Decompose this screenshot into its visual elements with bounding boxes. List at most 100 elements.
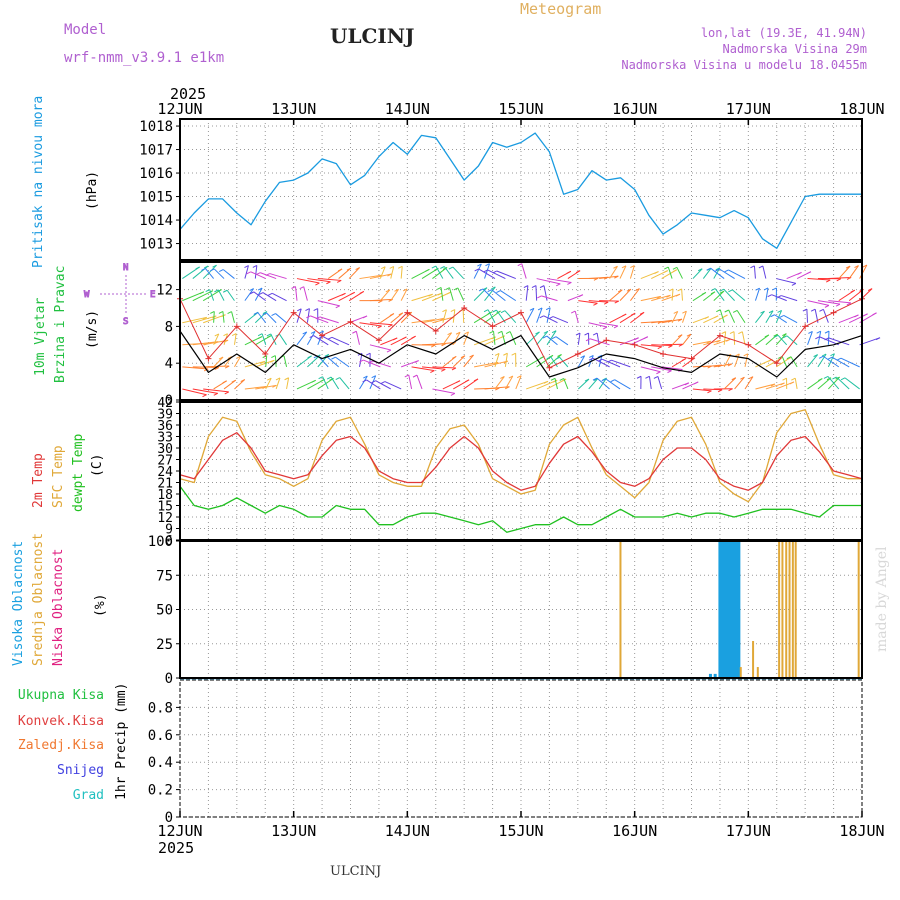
wind-arrow-head (721, 331, 726, 335)
wind-arrow-head (767, 294, 772, 298)
wind-arrow (734, 353, 740, 368)
wind-arrow-head (445, 287, 450, 291)
wind-arrow-head (639, 311, 645, 315)
wind-gust-point (546, 364, 553, 371)
footer-station: ULCINJ (330, 864, 381, 879)
wind-arrow (577, 378, 590, 390)
x-tick-label-bottom: 15JUN (498, 822, 543, 840)
wind-arrow-head (335, 305, 340, 309)
wind-arrow-head (223, 333, 228, 337)
wind-gust-point (830, 309, 837, 316)
wind-arrow (355, 331, 360, 345)
wind-arrow-head (284, 377, 289, 381)
wind-arrow (261, 333, 267, 345)
wind-arrow-head (836, 357, 842, 361)
compass-s: S (123, 317, 128, 327)
wind-arrow-head (618, 289, 623, 293)
wind-arrow-head (666, 294, 671, 298)
mid-cloud-bar (752, 641, 755, 678)
high-cloud-bar (733, 541, 737, 678)
wind-arrow-head (630, 312, 636, 316)
dewpt-temp-line (179, 485, 862, 533)
wind-arrow (192, 315, 217, 324)
wind-arrow-head (246, 271, 251, 275)
wind-arrow-head (500, 310, 506, 314)
wind-arrow (487, 269, 506, 280)
wind-arrow (463, 354, 474, 368)
wind-arrow-head (363, 375, 368, 379)
wind-arrow-head (716, 339, 721, 343)
wind-arrow-head (755, 287, 760, 291)
wind-arrow (777, 334, 788, 346)
wind-arrow (234, 355, 242, 368)
wind-arrow (838, 265, 851, 279)
wind-arrow-head (770, 383, 776, 387)
wind-arrow-head (704, 316, 710, 320)
wind-arrow-head (706, 267, 711, 271)
wind-arrow-head (319, 330, 324, 334)
wind-arrow-head (500, 376, 505, 379)
tick-layer: 12JUN 12JUN 13JUN 13JUN 14JUN 14JUN 15JUN 15JUN… (139, 100, 884, 840)
wind-arrow-head (827, 356, 833, 360)
wind-arrow (335, 356, 350, 368)
panel-frame (179, 118, 863, 261)
wind-arrow-head (267, 292, 273, 296)
wind-arrow-head (313, 308, 318, 312)
wind-arrow (442, 355, 457, 368)
wind-arrow-head (489, 330, 494, 334)
wind-arrow (719, 268, 735, 279)
wind-gust-point (347, 318, 354, 325)
wind-arrow (744, 376, 754, 390)
y-tick-label: 0 (165, 671, 173, 687)
wind-gust-point (631, 341, 638, 348)
wind-arrow-head (656, 371, 661, 375)
wind-arrow-head (535, 331, 540, 335)
wind-arrow (500, 290, 517, 302)
wind-arrow (192, 388, 218, 394)
wind-arrow-head (686, 333, 692, 337)
wind-arrow (330, 376, 340, 390)
wind-arrow-head (394, 288, 399, 292)
wind-arrow (296, 331, 308, 346)
wind-arrow-head (592, 377, 598, 381)
grid-layer (180, 119, 862, 818)
y-tick-label: 1015 (139, 190, 173, 206)
wind-arrow (657, 376, 663, 390)
mid-cloud-bar (778, 541, 781, 678)
wind-arrow-head (630, 265, 635, 269)
wind-arrow-head (621, 265, 627, 269)
wind-arrow-head (840, 377, 846, 381)
wind-arrow (692, 268, 703, 279)
wind-arrow-head (846, 302, 852, 306)
x-tick-label-bottom: 12JUN (157, 822, 202, 840)
wind-arrow-head (607, 359, 612, 363)
wind-arrow (213, 268, 225, 279)
mid-cloud-bar (794, 541, 797, 678)
x-tick-label-bottom: 17JUN (726, 822, 771, 840)
wind-arrow (755, 310, 765, 324)
wind-arrow (546, 330, 557, 346)
wind-arrow-head (545, 307, 551, 311)
wind-arrow (525, 331, 540, 346)
y-tick-label: 1018 (139, 119, 173, 135)
wind-arrow (828, 300, 851, 304)
wind-arrow (827, 353, 835, 368)
wind-arrow (819, 336, 839, 346)
wind-arrow-head (469, 354, 474, 358)
wind-arrow-head (496, 310, 501, 314)
wind-gust-point (574, 351, 581, 357)
wind-arrow (478, 268, 496, 279)
wind-arrow (651, 294, 671, 302)
high-cloud-bar (735, 541, 739, 678)
wind-arrow-head (478, 288, 484, 292)
wind-arrow (629, 265, 635, 279)
wind-arrow (521, 263, 527, 279)
wind-arrow-head (724, 309, 729, 313)
wind-arrow-head (380, 266, 386, 270)
wind-arrow-head (537, 295, 542, 299)
y-tick-label: 12 (156, 283, 173, 299)
wind-arrow (783, 315, 798, 324)
wind-arrow (254, 265, 258, 279)
high-cloud-bar (737, 541, 741, 678)
wind-arrow-head (867, 288, 873, 292)
